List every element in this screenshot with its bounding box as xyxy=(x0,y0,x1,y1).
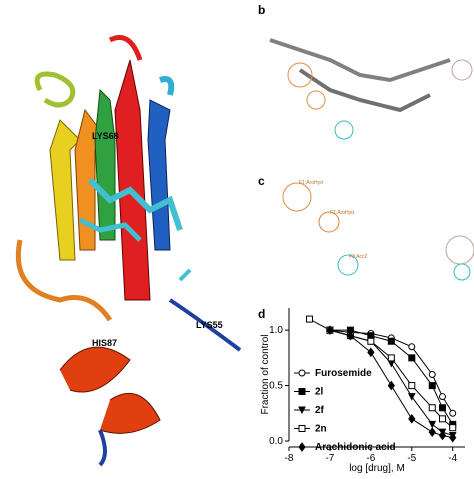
y-tick-label: 0.0 xyxy=(269,436,283,447)
residue-label: LYS55 xyxy=(196,320,223,330)
residue-label: LYS68 xyxy=(92,131,119,141)
data-point xyxy=(449,432,457,443)
x-axis-label: log [drug], M xyxy=(349,463,405,474)
y-tick-label: 0.5 xyxy=(269,381,283,392)
legend-marker xyxy=(298,425,306,432)
feature-label: F3:Acc2 xyxy=(349,254,368,260)
protein-structure: LYS68 LYS55 HIS87 xyxy=(15,35,242,467)
panel-label: d xyxy=(258,307,265,321)
data-point xyxy=(449,409,457,417)
legend-marker xyxy=(298,442,306,452)
data-point xyxy=(428,404,436,412)
legend-label: 2f xyxy=(315,405,325,416)
legend-label: Furosemide xyxy=(315,368,372,379)
y-tick-label: 1.0 xyxy=(269,325,283,336)
data-point xyxy=(408,413,416,424)
dose-response-chart: 0.0 0.5 1.0 -8 -7 -6 -5 -4 log [drug], M Fraction… xyxy=(260,308,465,474)
panel-label: c xyxy=(258,174,265,188)
data-point xyxy=(305,315,313,323)
data-point xyxy=(407,393,416,401)
residue-label: HIS87 xyxy=(92,338,117,348)
legend-marker xyxy=(298,369,306,377)
x-tick-label: -8 xyxy=(285,453,294,464)
data-point xyxy=(428,382,436,390)
data-point xyxy=(408,382,416,390)
data-point xyxy=(408,343,416,351)
data-point xyxy=(428,427,436,437)
feature-label: F1:AroHyd xyxy=(299,180,323,186)
x-tick-label: -4 xyxy=(448,453,457,464)
data-point xyxy=(367,337,375,345)
data-point xyxy=(438,404,446,412)
data-point xyxy=(346,330,355,341)
legend-marker xyxy=(298,388,306,395)
data-point xyxy=(438,430,447,441)
x-tick-label: -5 xyxy=(407,453,416,464)
data-point xyxy=(438,393,446,401)
data-point xyxy=(326,325,334,336)
legend-label: 2n xyxy=(315,424,327,435)
data-point xyxy=(438,415,446,423)
x-tick-label: -6 xyxy=(366,453,375,464)
y-axis-label: Fraction of control xyxy=(260,334,271,414)
data-point xyxy=(428,371,436,378)
x-tick-label: -7 xyxy=(325,453,334,464)
data-point xyxy=(408,354,416,362)
data-point xyxy=(449,424,457,432)
ligand-overlay xyxy=(269,38,473,140)
feature-label: F2:AroHyd xyxy=(330,210,354,216)
legend-label: 2l xyxy=(315,387,324,398)
pharmacophore xyxy=(282,182,474,281)
legend-marker xyxy=(298,406,306,415)
data-point xyxy=(387,354,395,362)
data-point xyxy=(367,347,375,358)
data-point xyxy=(387,380,395,391)
panel-label: b xyxy=(258,3,265,17)
data-point xyxy=(428,420,437,429)
legend-label: Arachidonic acid xyxy=(315,442,396,453)
data-point xyxy=(387,337,395,345)
